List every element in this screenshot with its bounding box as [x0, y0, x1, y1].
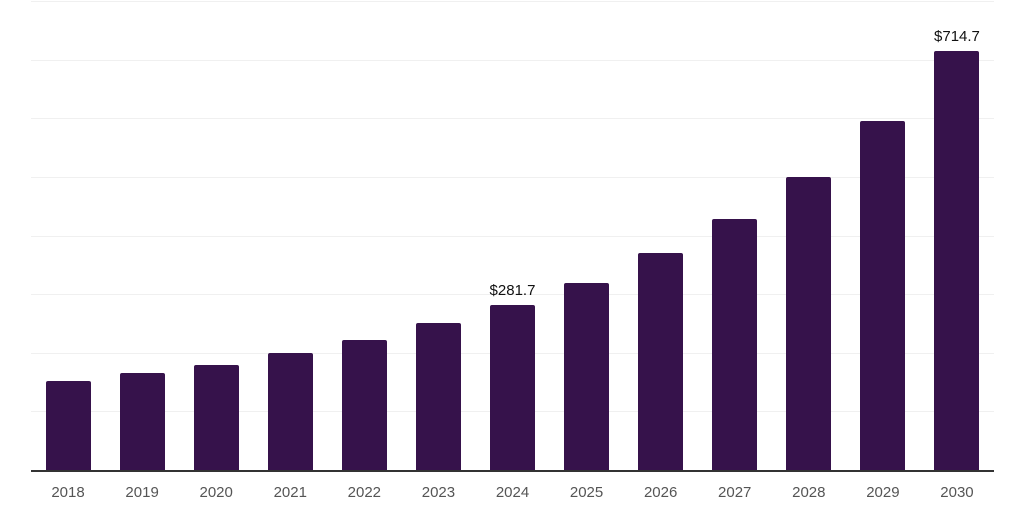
x-tick-label-2023: 2023	[421, 484, 456, 501]
bar-2024	[490, 304, 535, 470]
value-label-2024: $281.7	[489, 281, 536, 299]
value-label-2030: $714.7	[934, 28, 980, 46]
x-axis-line	[31, 470, 994, 472]
bar-2030	[934, 51, 980, 470]
bar-2018	[45, 381, 91, 470]
x-tick-label-2028: 2028	[792, 484, 826, 501]
bar-2029	[860, 121, 906, 470]
gridline	[31, 294, 994, 296]
x-tick-label-2022: 2022	[347, 484, 382, 501]
gridline	[31, 59, 994, 61]
x-tick-label-2018: 2018	[51, 484, 85, 501]
gridline	[31, 176, 994, 178]
x-tick-label-2025: 2025	[569, 484, 604, 501]
bar-2028	[786, 176, 832, 470]
x-tick-label-2029: 2029	[866, 484, 900, 501]
x-tick-label-2026: 2026	[643, 484, 678, 501]
bar-2020	[193, 364, 239, 470]
gridline	[31, 235, 994, 237]
bar-2019	[119, 372, 165, 470]
x-tick-label-2030: 2030	[940, 484, 974, 501]
x-tick-label-2024: 2024	[495, 484, 530, 501]
x-tick-label-2020: 2020	[199, 484, 233, 501]
bar-2025	[564, 282, 610, 470]
x-tick-label-2019: 2019	[125, 484, 159, 501]
gridline	[31, 118, 994, 120]
bar-2027	[712, 218, 758, 470]
bar-2022	[341, 339, 387, 470]
bar-2021	[267, 352, 313, 470]
bar-2026	[638, 253, 684, 470]
x-tick-label-2021: 2021	[273, 484, 307, 501]
x-tick-label-2027: 2027	[718, 484, 752, 501]
bar-2023	[415, 323, 461, 470]
gridline	[31, 1, 994, 2]
plot-area: $281.7 $714.7	[31, 1, 994, 472]
